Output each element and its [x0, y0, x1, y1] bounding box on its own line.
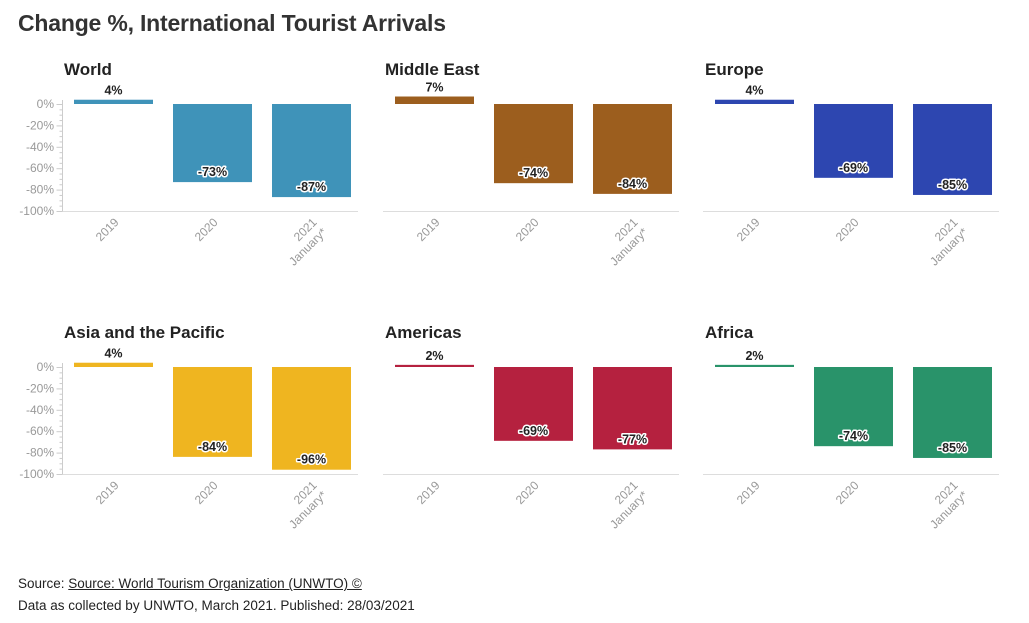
data-note: Data as collected by UNWTO, March 2021. …: [18, 598, 415, 613]
panel-title: World: [64, 60, 112, 79]
y-tick-label: -20%: [26, 381, 54, 395]
x-tick-text: 2019: [414, 478, 443, 507]
panel-americas: Americas 2% 2019 -69% 2020 -77% 2021 January*: [381, 323, 691, 563]
bar: [74, 362, 153, 367]
x-tick-label: 2019: [414, 478, 443, 507]
x-tick-label: 2020: [833, 478, 862, 507]
y-tick-label: -20%: [26, 118, 54, 132]
bar: [913, 104, 992, 195]
y-tick-label: -40%: [26, 403, 54, 417]
data-label: -96%: [297, 453, 326, 467]
x-tick-text: 2020: [833, 215, 862, 244]
bar: [395, 96, 474, 104]
x-tick-text: 2019: [734, 478, 763, 507]
bar: [173, 104, 252, 183]
y-tick-label: -100%: [19, 467, 54, 481]
y-tick-label: -80%: [26, 446, 54, 460]
x-tick-text: 2019: [93, 215, 122, 244]
x-tick-label: 2020: [833, 215, 862, 244]
bar: [272, 104, 351, 198]
bar-chart-asia-pacific: 0% -20% -40% -60% -80% -100% 4% 2019 -84% 2020 -96…: [19, 347, 358, 532]
data-label: -87%: [297, 180, 326, 194]
x-tick-text: 2019: [734, 215, 763, 244]
bar: [715, 364, 794, 367]
y-tick-label: -100%: [19, 204, 54, 218]
bar: [272, 367, 351, 470]
bar-chart-world: 0% -20% -40% -60% -80% -100% 4% 2019 -73% 2020 -87…: [19, 84, 358, 269]
x-tick-label: 2020: [513, 478, 542, 507]
y-tick-label: -60%: [26, 424, 54, 438]
x-tick-label: 2020: [192, 478, 221, 507]
data-label: -69%: [839, 161, 868, 175]
data-label: 7%: [425, 81, 443, 95]
y-tick-label: -40%: [26, 140, 54, 154]
data-label: -74%: [519, 166, 548, 180]
panel-title: Europe: [705, 60, 764, 79]
data-label: -77%: [618, 432, 647, 446]
bar: [814, 104, 893, 178]
panel-africa: Africa 2% 2019 -74% 2020 -85% 2021 January*: [701, 323, 1011, 563]
y-tick-label: 0%: [37, 97, 55, 111]
panel-world: World 0% -20% -40% -60% -80% -100% 4% 2019 -73% 2…: [19, 60, 370, 300]
bar: [74, 99, 153, 104]
x-tick-text: 2020: [192, 478, 221, 507]
data-label: 4%: [104, 347, 122, 361]
source-prefix: Source:: [18, 576, 69, 591]
bar: [593, 367, 672, 450]
x-tick-label: 2019: [93, 215, 122, 244]
panel-title: Asia and the Pacific: [64, 323, 225, 342]
data-label: -85%: [938, 441, 967, 455]
x-tick-text: 2020: [192, 215, 221, 244]
x-tick-label: 2019: [734, 478, 763, 507]
bar: [715, 99, 794, 104]
x-tick-label: 2019: [93, 478, 122, 507]
x-tick-text: 2019: [414, 215, 443, 244]
x-tick-text: 2019: [93, 478, 122, 507]
source-link[interactable]: Source: World Tourism Organization (UNWT…: [68, 576, 362, 591]
data-label: -84%: [618, 177, 647, 191]
bar: [494, 367, 573, 441]
data-label: 2%: [425, 349, 443, 363]
bar: [173, 367, 252, 457]
panel-title: Americas: [385, 323, 462, 342]
x-tick-label: 2019: [734, 215, 763, 244]
data-label: 4%: [745, 84, 763, 98]
y-tick-label: 0%: [37, 360, 55, 374]
panel-asia-pacific: Asia and the Pacific 0% -20% -40% -60% -80% -…: [19, 323, 370, 563]
bar: [593, 104, 672, 194]
bar: [494, 104, 573, 184]
data-label: -73%: [198, 165, 227, 179]
x-tick-label: 2019: [414, 215, 443, 244]
x-tick-text: 2020: [833, 478, 862, 507]
x-tick-label: 2020: [192, 215, 221, 244]
data-label: -74%: [839, 429, 868, 443]
panel-europe: Europe 4% 2019 -69% 2020 -85% 2021 January*: [701, 60, 1011, 300]
bar: [814, 367, 893, 447]
data-label: -84%: [198, 440, 227, 454]
bar: [913, 367, 992, 458]
data-label: 4%: [104, 84, 122, 98]
source-line: Source: Source: World Tourism Organizati…: [18, 576, 362, 591]
x-tick-label: 2020: [513, 215, 542, 244]
data-label: 2%: [745, 349, 763, 363]
data-label: -69%: [519, 424, 548, 438]
x-tick-text: 2020: [513, 478, 542, 507]
chart-title: Change %, International Tourist Arrivals: [18, 10, 446, 36]
y-tick-label: -80%: [26, 183, 54, 197]
panel-title: Africa: [705, 323, 754, 342]
bar: [395, 364, 474, 367]
y-tick-label: -60%: [26, 161, 54, 175]
x-tick-text: 2020: [513, 215, 542, 244]
panel-middle-east: Middle East 7% 2019 -74% 2020 -84% 2021 Januar…: [381, 60, 691, 300]
panel-title: Middle East: [385, 60, 480, 79]
data-label: -85%: [938, 178, 967, 192]
